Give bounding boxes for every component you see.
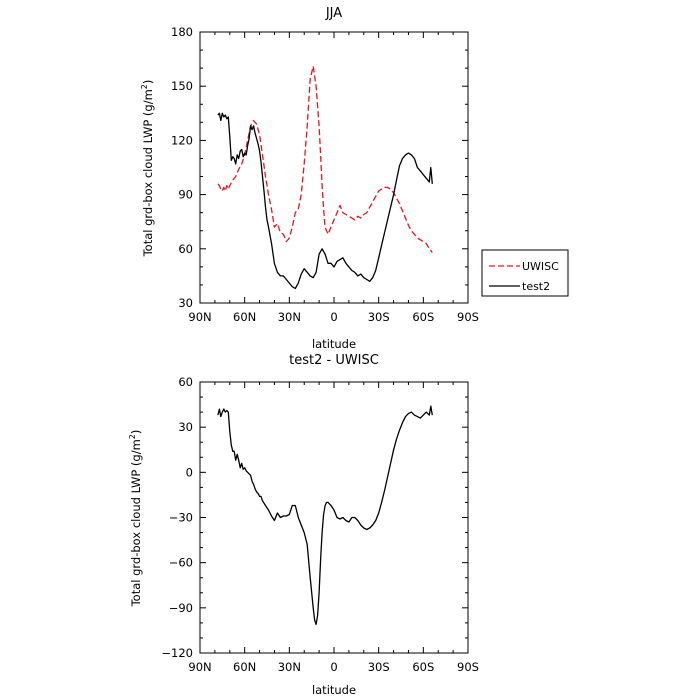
y-axis-label: Total grd-box cloud LWP (g/m2) xyxy=(128,430,143,608)
legend-box xyxy=(481,249,569,297)
x-tick-label: 60N xyxy=(233,660,256,674)
panel-bottom: test2 - UWISC latitude Total grd-box clo… xyxy=(128,353,479,697)
series-line-0 xyxy=(217,405,433,626)
y-tick-label: −60 xyxy=(169,556,193,570)
y-tick-label: 60 xyxy=(178,242,193,256)
plot-frame xyxy=(199,381,469,654)
x-tick-label: 60N xyxy=(233,310,256,324)
x-tick-label: 90N xyxy=(188,660,211,674)
chart-title: JJA xyxy=(325,6,342,21)
y-tick-label: −120 xyxy=(161,646,193,660)
y-tick-label: 150 xyxy=(171,79,193,93)
x-tick-label: 60S xyxy=(412,310,434,324)
x-axis-label: latitude xyxy=(312,337,356,351)
x-tick-label: 30S xyxy=(368,660,390,674)
legend-label: UWISC xyxy=(522,260,559,273)
y-tick-label: 60 xyxy=(178,375,193,389)
panel-top: JJA latitude Total grd-box cloud LWP (g/… xyxy=(140,6,569,351)
x-tick-label: 0 xyxy=(330,310,337,324)
x-tick-label: 30N xyxy=(278,310,301,324)
y-tick-label: 180 xyxy=(171,25,193,39)
x-tick-label: 90S xyxy=(457,310,479,324)
y-tick-label: 30 xyxy=(178,296,193,310)
series-line-test2 xyxy=(217,112,433,290)
y-tick-label: 120 xyxy=(171,133,193,147)
y-axis-label: Total grd-box cloud LWP (g/m2) xyxy=(140,80,155,258)
y-tick-label: −90 xyxy=(169,601,193,615)
x-tick-label: 60S xyxy=(412,660,434,674)
legend-label: test2 xyxy=(522,280,550,293)
x-tick-label: 30N xyxy=(278,660,301,674)
y-tick-label: 90 xyxy=(178,188,193,202)
y-tick-label: 30 xyxy=(178,420,193,434)
series-line-uwisc xyxy=(217,65,433,253)
x-tick-label: 90S xyxy=(457,660,479,674)
x-tick-label: 0 xyxy=(330,660,337,674)
y-tick-label: −30 xyxy=(169,511,193,525)
x-tick-label: 30S xyxy=(368,310,390,324)
x-axis-label: latitude xyxy=(312,683,356,697)
chart-title: test2 - UWISC xyxy=(289,353,379,368)
y-tick-label: 0 xyxy=(186,465,193,479)
x-tick-label: 90N xyxy=(188,310,211,324)
